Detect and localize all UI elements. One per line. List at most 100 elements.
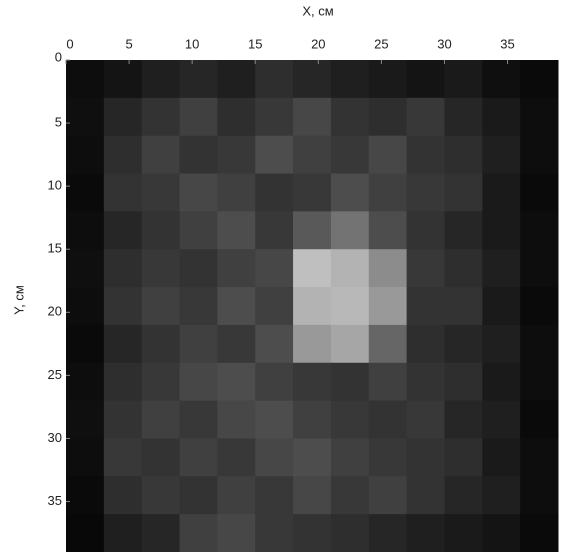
- heatmap-cell: [482, 98, 520, 136]
- x-tick-label: 10: [185, 36, 199, 51]
- heatmap-cell: [217, 476, 255, 514]
- heatmap-cell: [407, 287, 445, 325]
- heatmap-cell: [180, 514, 218, 552]
- heatmap-cell: [293, 363, 331, 401]
- heatmap-cell: [369, 174, 407, 212]
- heatmap-cell: [142, 98, 180, 136]
- y-tick-label: 10: [48, 178, 62, 193]
- x-tick-label: 35: [500, 36, 514, 51]
- heatmap-cell: [217, 287, 255, 325]
- heatmap-cell: [293, 401, 331, 439]
- heatmap-cell: [293, 287, 331, 325]
- heatmap-cell: [180, 249, 218, 287]
- heatmap-cell: [444, 401, 482, 439]
- heatmap-cell: [444, 476, 482, 514]
- heatmap-cell: [66, 363, 104, 401]
- y-axis-label: Y, см: [11, 285, 26, 315]
- heatmap-cell: [444, 438, 482, 476]
- heatmap-cell: [331, 60, 369, 98]
- heatmap-cell: [66, 287, 104, 325]
- heatmap-cell: [407, 249, 445, 287]
- heatmap-cell: [444, 514, 482, 552]
- heatmap-cell: [217, 98, 255, 136]
- heatmap-cell: [331, 401, 369, 439]
- x-tick-label: 20: [311, 36, 325, 51]
- heatmap-cell: [180, 438, 218, 476]
- heatmap-cell: [255, 514, 293, 552]
- heatmap-cell: [293, 325, 331, 363]
- heatmap-cell: [180, 401, 218, 439]
- heatmap-cell: [66, 514, 104, 552]
- heatmap-cell: [142, 401, 180, 439]
- heatmap-cell: [217, 136, 255, 174]
- heatmap-cell: [180, 136, 218, 174]
- heatmap-cell: [180, 98, 218, 136]
- heatmap-cell: [520, 136, 558, 174]
- heatmap-cell: [142, 249, 180, 287]
- heatmap-cell: [255, 401, 293, 439]
- heatmap-cell: [520, 514, 558, 552]
- heatmap-cell: [142, 136, 180, 174]
- heatmap-cell: [482, 60, 520, 98]
- heatmap-cell: [444, 287, 482, 325]
- heatmap-cell: [255, 325, 293, 363]
- heatmap-cell: [331, 249, 369, 287]
- heatmap-cell: [444, 60, 482, 98]
- heatmap-cell: [217, 249, 255, 287]
- heatmap-cell: [369, 136, 407, 174]
- heatmap-cell: [520, 438, 558, 476]
- heatmap-cell: [255, 136, 293, 174]
- heatmap-cell: [482, 476, 520, 514]
- heatmap-cell: [66, 249, 104, 287]
- heatmap-cell: [331, 136, 369, 174]
- x-axis-label: X, см: [302, 3, 333, 18]
- heatmap-cell: [482, 514, 520, 552]
- heatmap-cell: [66, 136, 104, 174]
- heatmap-cell: [369, 438, 407, 476]
- heatmap-cell: [293, 514, 331, 552]
- heatmap-cell: [293, 98, 331, 136]
- heatmap-cell: [369, 401, 407, 439]
- heatmap-cell: [180, 363, 218, 401]
- heatmap-cell: [407, 438, 445, 476]
- x-tick-label: 30: [437, 36, 451, 51]
- heatmap-cell: [369, 98, 407, 136]
- heatmap-cell: [142, 211, 180, 249]
- heatmap-cell: [293, 249, 331, 287]
- heatmap-cell: [369, 514, 407, 552]
- heatmap-cell: [520, 401, 558, 439]
- heatmap-cell: [66, 174, 104, 212]
- heatmap-cell: [293, 60, 331, 98]
- heatmap-cell: [217, 438, 255, 476]
- heatmap-cell: [520, 60, 558, 98]
- heatmap-cell: [104, 401, 142, 439]
- heatmap-cell: [104, 514, 142, 552]
- heatmap-cell: [255, 211, 293, 249]
- heatmap-cell: [444, 363, 482, 401]
- heatmap-cell: [482, 287, 520, 325]
- heatmap-cell: [142, 438, 180, 476]
- heatmap-cell: [217, 325, 255, 363]
- heatmap-cell: [482, 249, 520, 287]
- heatmap-cell: [444, 249, 482, 287]
- heatmap-cell: [217, 60, 255, 98]
- heatmap-cell: [482, 211, 520, 249]
- y-tick-label: 20: [48, 304, 62, 319]
- heatmap-cell: [407, 325, 445, 363]
- y-tick-label: 15: [48, 241, 62, 256]
- heatmap-cell: [142, 60, 180, 98]
- x-tick-label: 15: [248, 36, 262, 51]
- heatmap-cell: [142, 514, 180, 552]
- heatmap-cell: [407, 136, 445, 174]
- heatmap-cell: [331, 325, 369, 363]
- heatmap-cell: [520, 325, 558, 363]
- heatmap-cell: [482, 136, 520, 174]
- heatmap-cell: [66, 401, 104, 439]
- heatmap-cell: [407, 98, 445, 136]
- heatmap-cell: [520, 211, 558, 249]
- heatmap-cell: [331, 98, 369, 136]
- heatmap-cell: [331, 363, 369, 401]
- y-tick-label: 35: [48, 493, 62, 508]
- heatmap-cell: [104, 174, 142, 212]
- heatmap-cell: [293, 476, 331, 514]
